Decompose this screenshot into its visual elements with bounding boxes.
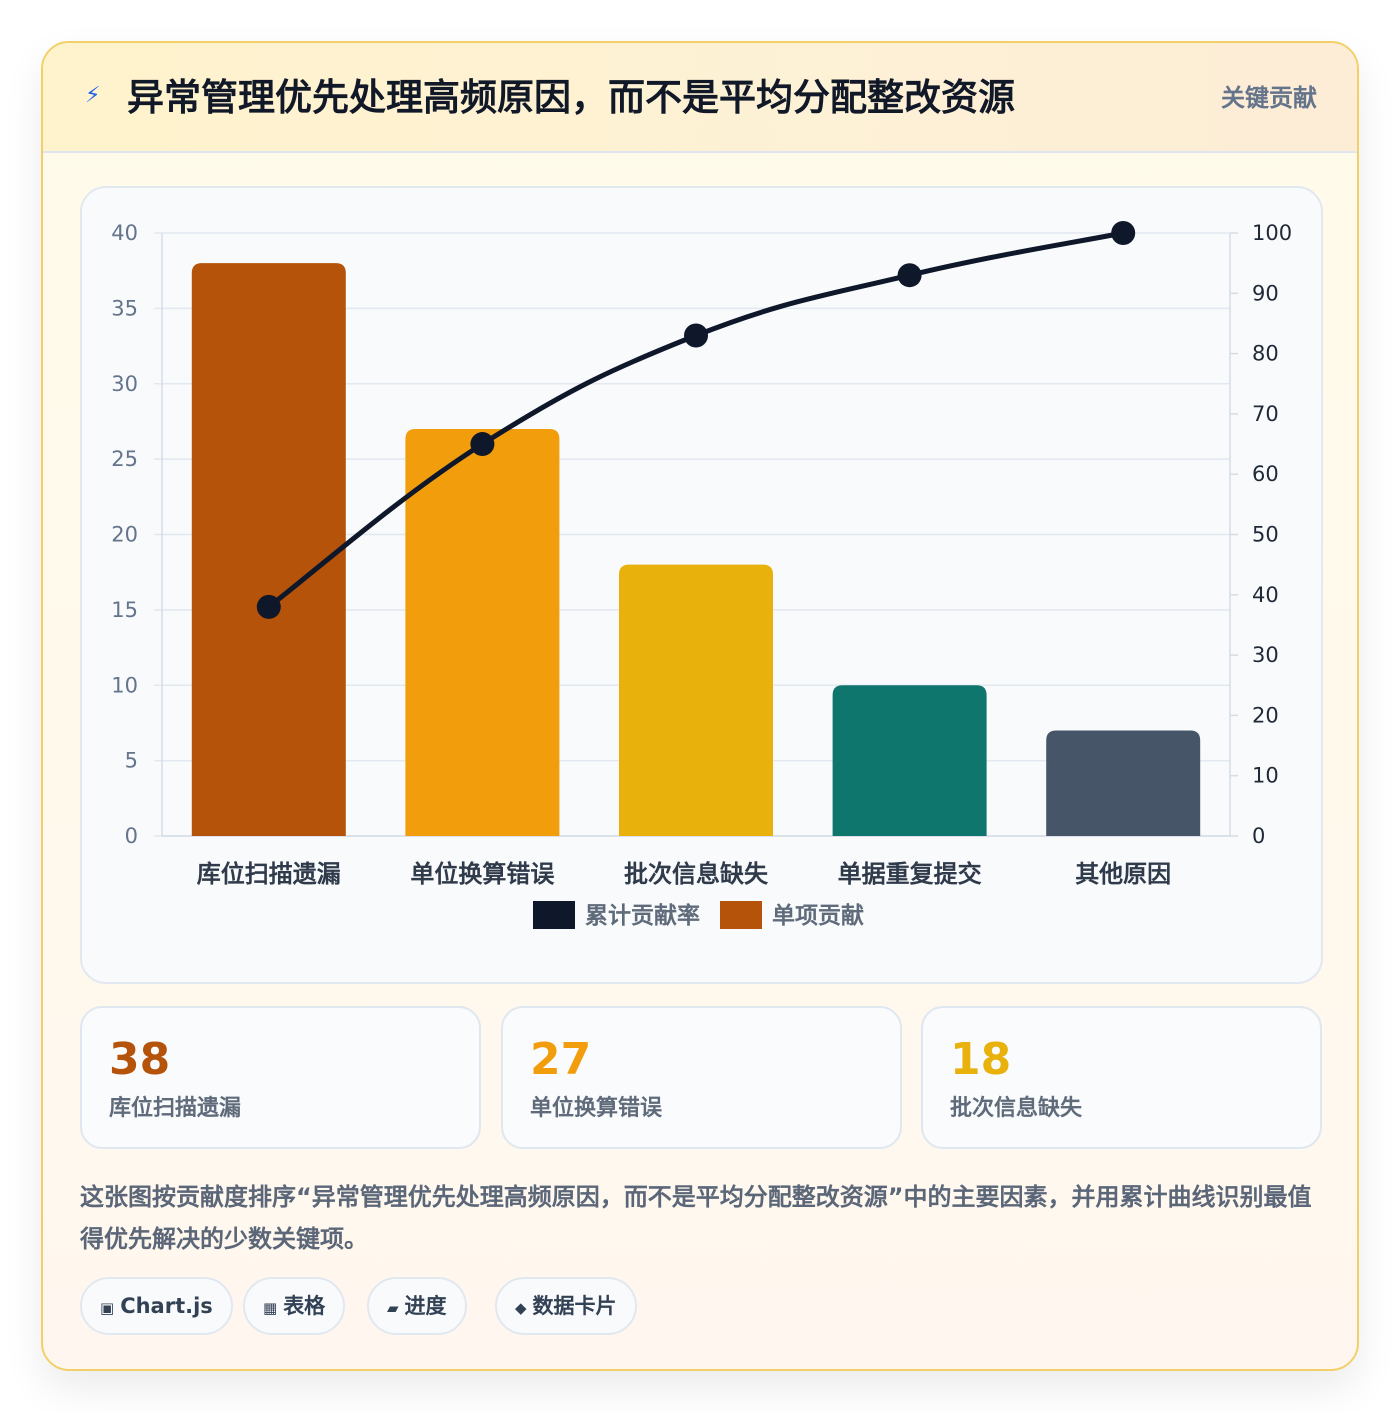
cumulative-point bbox=[470, 432, 495, 457]
tag-label: Chart.js bbox=[120, 1294, 213, 1318]
legend-label: 累计贡献率 bbox=[585, 902, 700, 929]
y-right-tick-label: 80 bbox=[1252, 342, 1279, 366]
legend-swatch bbox=[720, 901, 762, 929]
bar bbox=[1046, 730, 1201, 836]
cumulative-point bbox=[256, 594, 281, 619]
x-tick-label: 批次信息缺失 bbox=[624, 860, 769, 888]
tag-label: 数据卡片 bbox=[532, 1294, 617, 1318]
bar bbox=[191, 263, 346, 836]
x-tick-label: 单位换算错误 bbox=[410, 860, 555, 888]
y-right-tick-label: 0 bbox=[1252, 824, 1265, 848]
y-right-tick-label: 30 bbox=[1252, 643, 1279, 667]
y-left-tick-label: 10 bbox=[111, 673, 138, 697]
stat-card: 27 单位换算错误 bbox=[501, 1006, 902, 1149]
y-right-tick-label: 40 bbox=[1252, 583, 1279, 607]
tag-chartjs[interactable]: ▣ Chart.js bbox=[80, 1277, 233, 1335]
y-left-tick-label: 30 bbox=[111, 372, 138, 396]
pareto-chart: 0 5 10 15 20 25 30 35 40 0 10 20 30 40 50 60 70 80 90 100 库位… bbox=[111, 221, 1292, 929]
page-title: 异常管理优先处理高频原因，而不是平均分配整改资源 bbox=[127, 76, 1015, 119]
header-badge: 关键贡献 bbox=[1221, 84, 1317, 112]
y-left-tick-label: 15 bbox=[111, 598, 138, 622]
x-tick-label: 其他原因 bbox=[1075, 860, 1171, 888]
y-left-tick-label: 25 bbox=[111, 447, 138, 471]
y-right-tick-label: 60 bbox=[1252, 462, 1279, 486]
tag-data-card[interactable]: ◆ 数据卡片 bbox=[495, 1277, 637, 1335]
tag-label: 表格 bbox=[283, 1294, 326, 1318]
y-right-tick-label: 90 bbox=[1252, 281, 1279, 305]
bar bbox=[832, 685, 987, 836]
card-header: ⚡ 异常管理优先处理高频原因，而不是平均分配整改资源 关键贡献 bbox=[43, 43, 1357, 153]
y-right-tick-label: 70 bbox=[1252, 402, 1279, 426]
chart-description: 这张图按贡献度排序“异常管理优先处理高频原因，而不是平均分配整改资源”中的主要因… bbox=[80, 1183, 1312, 1253]
main-card: ⚡ 异常管理优先处理高频原因，而不是平均分配整改资源 关键贡献 0 5 10 15 20… bbox=[41, 41, 1359, 1371]
y-right-tick-label: 10 bbox=[1252, 764, 1279, 788]
legend-label: 单项贡献 bbox=[772, 903, 864, 929]
diamond-icon: ◆ bbox=[515, 1299, 527, 1317]
bar bbox=[619, 564, 773, 836]
y-left-tick-label: 5 bbox=[125, 749, 138, 773]
chart-panel: 0 5 10 15 20 25 30 35 40 0 10 20 30 40 50 60 70 80 90 100 库位… bbox=[80, 186, 1323, 984]
y-left-tick-label: 20 bbox=[111, 523, 138, 547]
x-tick-label: 单据重复提交 bbox=[838, 860, 982, 888]
x-tick-label: 库位扫描遗漏 bbox=[197, 860, 341, 888]
stat-card: 38 库位扫描遗漏 bbox=[80, 1006, 481, 1149]
y-right-tick-label: 20 bbox=[1252, 703, 1279, 727]
tag-progress[interactable]: ▰ 进度 bbox=[367, 1277, 467, 1335]
square-icon: ▣ bbox=[100, 1299, 115, 1317]
progress-icon: ▰ bbox=[387, 1299, 399, 1317]
stat-value: 27 bbox=[530, 1034, 592, 1085]
tag-table[interactable]: ▦ 表格 bbox=[243, 1277, 346, 1335]
stat-label: 库位扫描遗漏 bbox=[109, 1096, 242, 1121]
stat-label: 批次信息缺失 bbox=[950, 1096, 1083, 1121]
cumulative-point bbox=[897, 263, 922, 288]
stat-card: 18 批次信息缺失 bbox=[921, 1006, 1322, 1149]
cumulative-line bbox=[266, 230, 1126, 610]
cumulative-point bbox=[1111, 221, 1136, 245]
lightning-icon: ⚡ bbox=[85, 83, 101, 108]
tag-label: 进度 bbox=[404, 1294, 447, 1318]
cumulative-point bbox=[684, 323, 708, 348]
y-left-tick-label: 35 bbox=[111, 296, 138, 320]
y-right-tick-label: 50 bbox=[1252, 523, 1279, 547]
y-left-tick-label: 0 bbox=[125, 824, 138, 848]
stat-value: 18 bbox=[950, 1034, 1012, 1085]
stat-label: 单位换算错误 bbox=[530, 1096, 663, 1121]
table-icon: ▦ bbox=[263, 1299, 278, 1317]
bar bbox=[405, 428, 560, 836]
y-left-tick-label: 40 bbox=[111, 221, 138, 245]
stat-value: 38 bbox=[109, 1034, 171, 1085]
y-right-tick-label: 100 bbox=[1252, 221, 1292, 245]
legend-swatch bbox=[533, 901, 575, 929]
